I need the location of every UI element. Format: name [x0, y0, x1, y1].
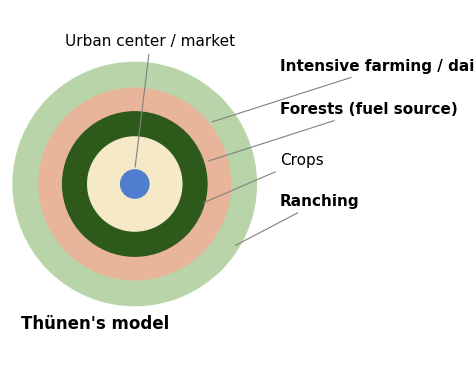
- Circle shape: [13, 63, 256, 305]
- Circle shape: [121, 170, 149, 198]
- Text: Intensive farming / dairy: Intensive farming / dairy: [212, 59, 474, 122]
- Text: Ranching: Ranching: [235, 194, 360, 245]
- Text: Thünen's model: Thünen's model: [21, 315, 169, 333]
- Circle shape: [88, 137, 182, 231]
- Text: Urban center / market: Urban center / market: [65, 34, 236, 167]
- Circle shape: [63, 112, 207, 256]
- Text: Crops: Crops: [204, 153, 324, 202]
- Text: Forests (fuel source): Forests (fuel source): [208, 102, 458, 161]
- Circle shape: [39, 88, 230, 280]
